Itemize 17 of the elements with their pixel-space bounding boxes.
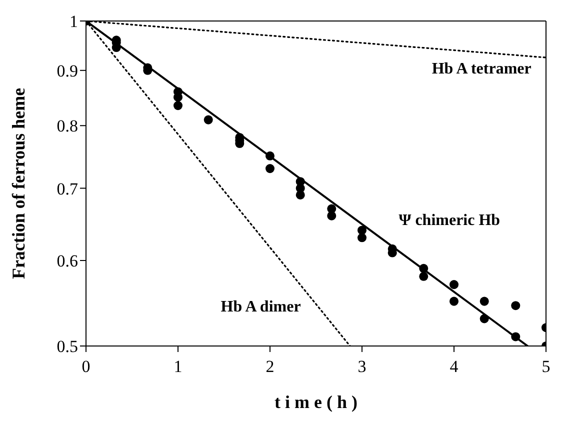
y-tick-label: 0.5 (56, 337, 78, 356)
x-tick-label: 0 (82, 357, 90, 376)
y-tick-label: 0.7 (56, 179, 78, 198)
x-tick-label: 1 (174, 357, 182, 376)
series-label: Ψ chimeric Hb (398, 212, 500, 230)
y-tick-label: 0.8 (56, 116, 78, 136)
x-tick-label: 2 (266, 357, 274, 376)
y-axis-title: Fraction of ferrous heme (8, 88, 28, 280)
x-tick-label: 4 (450, 357, 459, 376)
y-tick-label: 1 (70, 12, 78, 32)
y-tick-label: 0.6 (56, 252, 78, 271)
series-label: Hb A tetramer (432, 60, 532, 78)
x-tick-label: 3 (358, 357, 366, 376)
y-tick-label: 0.9 (56, 61, 78, 80)
x-tick-label: 5 (542, 357, 550, 376)
x-axis-title: t i m e ( h ) (274, 392, 358, 412)
series-label: Hb A dimer (220, 298, 301, 316)
